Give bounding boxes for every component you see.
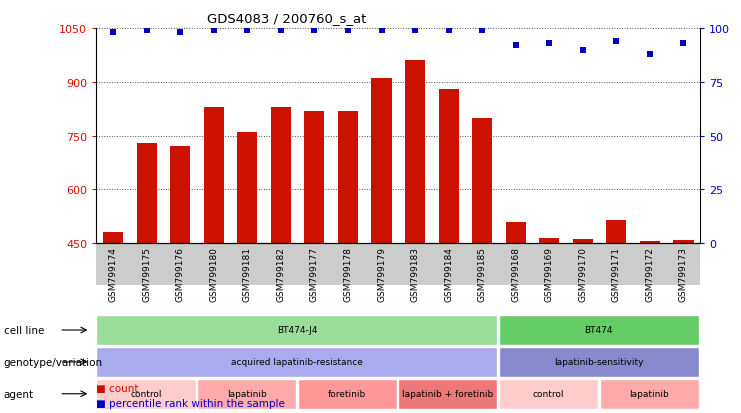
Text: lapatinib + foretinib: lapatinib + foretinib [402, 389, 494, 398]
Bar [136, 143, 156, 244]
Bar [539, 238, 559, 244]
Bar [237, 133, 257, 244]
Text: lapatinib-sensitivity: lapatinib-sensitivity [554, 358, 644, 366]
Point [442, 28, 454, 34]
Bar [606, 221, 626, 244]
Bar [170, 147, 190, 244]
Point [611, 38, 622, 45]
Point [677, 40, 689, 47]
Text: acquired lapatinib-resistance: acquired lapatinib-resistance [231, 358, 363, 366]
Bar [674, 240, 694, 244]
Text: control: control [130, 389, 162, 398]
Point [107, 30, 119, 36]
Point [141, 28, 153, 34]
Bar [439, 90, 459, 244]
Point [207, 28, 219, 34]
Point [376, 28, 388, 34]
Text: lapatinib: lapatinib [629, 389, 669, 398]
Text: ■ count: ■ count [96, 383, 139, 393]
Point [543, 40, 555, 47]
Bar [472, 119, 492, 244]
Bar [270, 108, 291, 244]
Point [409, 28, 421, 34]
Text: cell line: cell line [4, 325, 44, 335]
Point [174, 30, 186, 36]
Point [577, 47, 589, 54]
Text: agent: agent [4, 389, 34, 399]
Point [275, 28, 287, 34]
Text: BT474-J4: BT474-J4 [276, 326, 317, 335]
Bar [573, 240, 593, 244]
Bar [305, 111, 325, 244]
Text: ■ percentile rank within the sample: ■ percentile rank within the sample [96, 398, 285, 408]
Text: GDS4083 / 200760_s_at: GDS4083 / 200760_s_at [207, 12, 367, 25]
Bar [405, 61, 425, 244]
Point [476, 28, 488, 34]
Text: control: control [533, 389, 565, 398]
Bar [371, 79, 391, 244]
Text: BT474: BT474 [585, 326, 613, 335]
Point [342, 28, 354, 34]
Text: lapatinib: lapatinib [227, 389, 267, 398]
Point [308, 28, 320, 34]
Text: genotype/variation: genotype/variation [4, 357, 103, 367]
Bar [639, 242, 660, 244]
Point [242, 28, 253, 34]
Bar [103, 233, 123, 244]
Bar [204, 108, 224, 244]
Point [510, 43, 522, 50]
Text: foretinib: foretinib [328, 389, 366, 398]
Bar [338, 111, 358, 244]
Point [644, 51, 656, 58]
Bar [505, 222, 526, 244]
